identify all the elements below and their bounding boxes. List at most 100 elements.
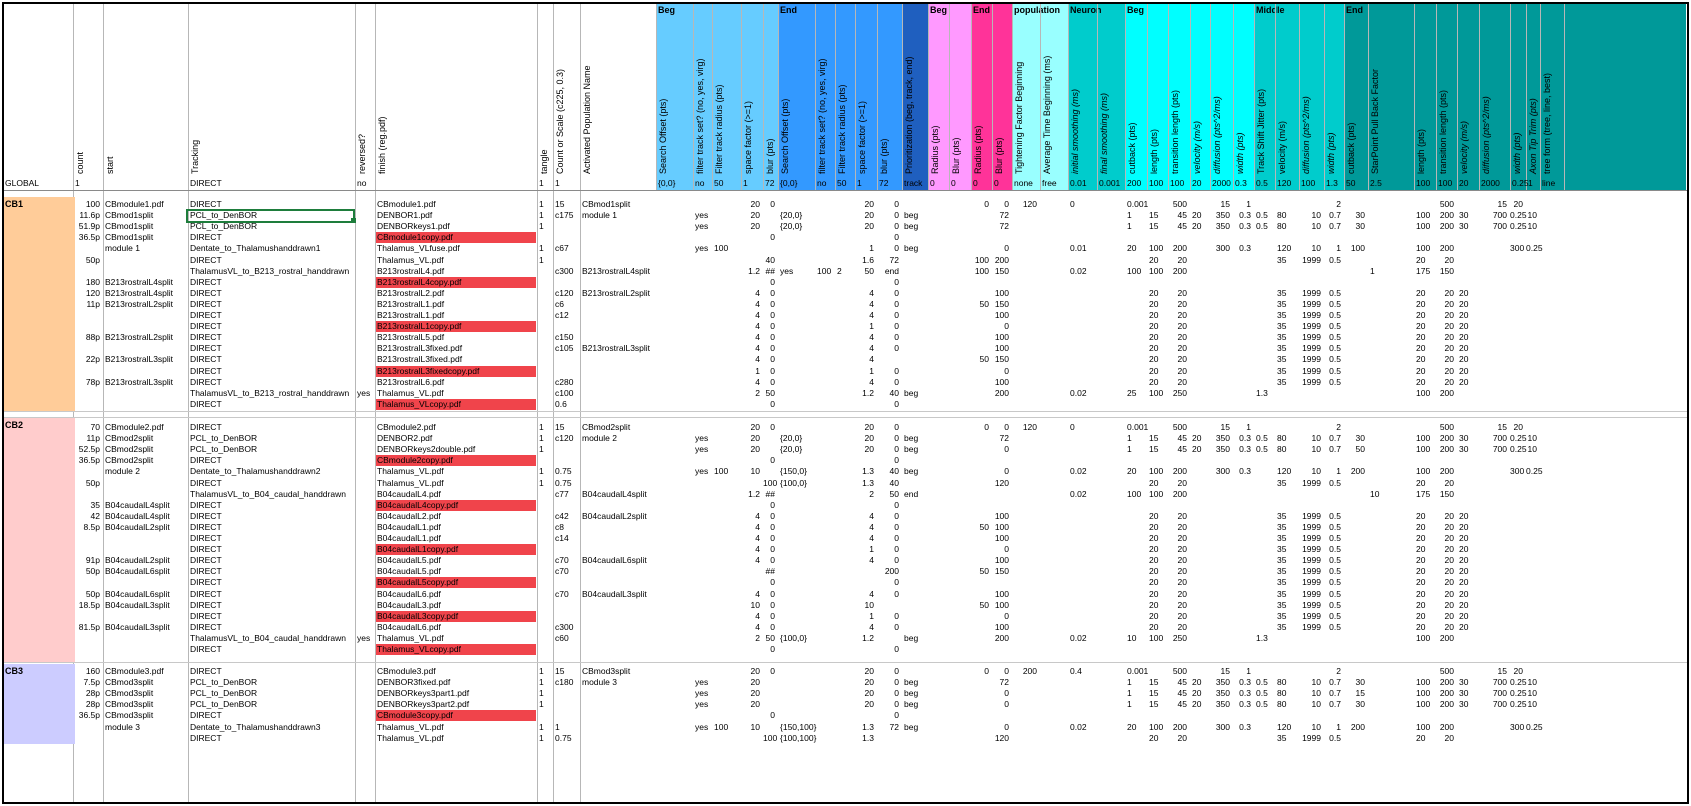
table-cell[interactable]: 20	[1416, 544, 1426, 554]
table-cell[interactable]: 20	[1444, 366, 1454, 376]
table-cell[interactable]: 0.25	[1510, 221, 1527, 231]
table-cell[interactable]: 0	[770, 644, 775, 654]
table-cell[interactable]: 10	[1527, 433, 1537, 443]
table-cell[interactable]: DIRECT	[190, 522, 222, 532]
table-cell[interactable]: 0	[770, 622, 775, 632]
table-cell[interactable]: c180	[555, 677, 574, 687]
table-cell[interactable]: 180	[85, 277, 100, 287]
table-cell[interactable]: 200	[994, 388, 1009, 398]
global-cell[interactable]: line	[1542, 178, 1556, 188]
table-cell[interactable]: 35	[1277, 332, 1287, 342]
column-header[interactable]: width (pts)	[1512, 132, 1522, 174]
global-cell[interactable]: 0.25	[1512, 178, 1529, 188]
table-cell[interactable]: 20	[1149, 288, 1159, 298]
table-cell[interactable]: 1	[1246, 422, 1251, 432]
table-cell[interactable]: 0.75	[555, 478, 572, 488]
table-cell[interactable]: 0.5	[1329, 288, 1341, 298]
table-cell[interactable]: 20	[1416, 566, 1426, 576]
table-cell[interactable]: 350	[1215, 221, 1230, 231]
table-cell[interactable]: {100,100}	[780, 733, 817, 743]
table-cell[interactable]: B04caudalL2split	[105, 555, 170, 565]
table-cell[interactable]: 20	[1459, 288, 1469, 298]
table-cell[interactable]: 500	[1439, 666, 1454, 676]
table-cell[interactable]: DIRECT	[190, 455, 222, 465]
table-cell[interactable]: 0	[1004, 243, 1009, 253]
table-cell[interactable]: 350	[1215, 688, 1230, 698]
table-cell[interactable]: 100	[994, 377, 1009, 387]
table-cell[interactable]: B04caudalL6split	[105, 566, 170, 576]
table-cell[interactable]: 20	[1192, 699, 1202, 709]
table-cell[interactable]: 10	[1311, 699, 1321, 709]
table-cell[interactable]: 1999	[1302, 555, 1321, 565]
table-cell[interactable]: 30	[1459, 688, 1469, 698]
table-cell[interactable]: 20	[1416, 533, 1426, 543]
table-cell[interactable]: ThalamusVL_to_B213_rostral_handdrawn	[190, 388, 350, 398]
table-cell[interactable]: 20	[750, 444, 760, 454]
table-cell[interactable]: beg	[904, 444, 919, 454]
table-cell[interactable]: 20	[1192, 221, 1202, 231]
table-cell[interactable]: 100	[85, 199, 100, 209]
table-cell[interactable]: 20	[1127, 243, 1137, 253]
table-cell[interactable]: 0.5	[1329, 299, 1341, 309]
table-cell[interactable]: c150	[555, 332, 574, 342]
table-cell[interactable]: 20	[1192, 433, 1202, 443]
table-cell[interactable]: 35	[1277, 354, 1287, 364]
table-cell[interactable]: B04caudalL3split	[582, 589, 647, 599]
table-cell[interactable]: 20	[1192, 677, 1202, 687]
table-cell[interactable]: DIRECT	[190, 710, 222, 720]
table-cell[interactable]: 20	[1459, 533, 1469, 543]
table-cell[interactable]: 1999	[1302, 600, 1321, 610]
table-cell[interactable]: 120	[1277, 722, 1292, 732]
table-cell[interactable]: 20	[1444, 600, 1454, 610]
table-cell[interactable]: B04caudalL4split	[582, 489, 647, 499]
table-cell[interactable]: B04caudalL1.pdf	[377, 533, 441, 543]
column-header[interactable]: Search Offset (pts)	[780, 98, 790, 174]
table-cell[interactable]: 20	[1444, 354, 1454, 364]
table-cell[interactable]: 15	[555, 666, 565, 676]
table-cell[interactable]: 0.02	[1070, 388, 1087, 398]
table-cell[interactable]: 1999	[1302, 377, 1321, 387]
table-cell[interactable]: 120	[1022, 422, 1037, 432]
table-cell[interactable]: end	[884, 266, 899, 276]
table-cell[interactable]: 20	[1192, 210, 1202, 220]
global-cell[interactable]: 1	[1528, 178, 1533, 188]
table-cell[interactable]: c300	[555, 266, 574, 276]
table-cell[interactable]: 1.3	[862, 466, 874, 476]
table-cell[interactable]: beg	[904, 688, 919, 698]
table-cell[interactable]: 0.75	[555, 466, 572, 476]
table-cell[interactable]: 20	[1127, 466, 1137, 476]
table-cell[interactable]: 36.5p	[78, 232, 100, 242]
global-cell[interactable]: 120	[1277, 178, 1292, 188]
table-cell[interactable]: 100	[714, 243, 729, 253]
table-cell[interactable]: 50	[979, 566, 989, 576]
global-cell[interactable]: 72	[765, 178, 775, 188]
table-cell[interactable]: 20	[1444, 733, 1454, 743]
table-cell[interactable]: 10	[1370, 489, 1380, 499]
table-cell[interactable]: 1.3	[1256, 388, 1268, 398]
table-cell[interactable]: {20,0}	[780, 221, 803, 231]
table-cell[interactable]: c12	[555, 310, 569, 320]
table-cell[interactable]: 20	[1444, 533, 1454, 543]
table-cell[interactable]: 1	[1370, 266, 1375, 276]
table-cell[interactable]: 0.25	[1526, 243, 1543, 253]
table-cell[interactable]: B04caudalL2split	[582, 511, 647, 521]
table-cell[interactable]: 20	[750, 221, 760, 231]
table-cell[interactable]: 1999	[1302, 478, 1321, 488]
table-cell[interactable]: 0	[1070, 422, 1075, 432]
table-cell[interactable]: 1	[539, 422, 544, 432]
table-cell[interactable]: 100	[817, 266, 832, 276]
table-cell[interactable]: DENBORkeys3part1.pdf	[377, 688, 470, 698]
table-cell[interactable]: 0	[894, 210, 899, 220]
table-cell[interactable]: B213rostralL4copy.pdf	[377, 277, 462, 287]
table-cell[interactable]: 100	[1416, 677, 1431, 687]
table-cell[interactable]: CBmod3split	[582, 666, 631, 676]
table-cell[interactable]: B04caudalL5copy.pdf	[377, 577, 459, 587]
table-cell[interactable]: 50	[765, 388, 775, 398]
table-cell[interactable]: {20,0}	[780, 210, 803, 220]
table-cell[interactable]: B213rostralL2.pdf	[377, 288, 445, 298]
table-cell[interactable]: 20	[1513, 422, 1523, 432]
table-cell[interactable]: DIRECT	[190, 577, 222, 587]
table-cell[interactable]: 80	[1277, 677, 1287, 687]
table-cell[interactable]: 10	[1527, 699, 1537, 709]
table-cell[interactable]: 0.5	[1329, 611, 1341, 621]
